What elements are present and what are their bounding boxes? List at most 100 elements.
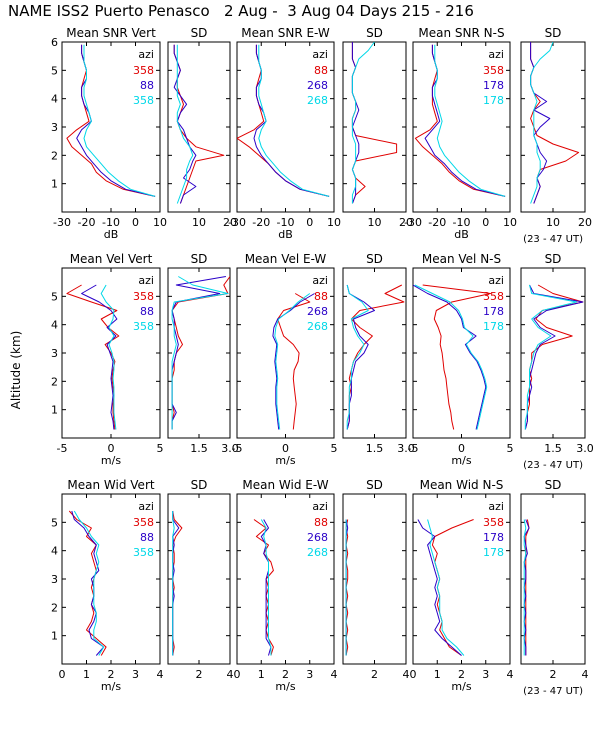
series-line-88-1 [81, 284, 118, 430]
x-tick-label: 2 [371, 668, 378, 681]
x-tick-label: 2 [108, 668, 115, 681]
x-tick-label: 1.5 [544, 442, 562, 455]
y-tick-label: 1 [51, 404, 58, 417]
x-axis-label: dB [454, 228, 469, 241]
x-tick-label: 10 [153, 216, 167, 229]
x-tick-label: 10 [503, 216, 517, 229]
legend-entry-358: 358 [133, 516, 154, 529]
x-tick-label: 2 [458, 668, 465, 681]
series-line-178-2 [524, 284, 577, 430]
x-tick-label: -30 [228, 216, 246, 229]
series-line-358-2 [100, 284, 117, 430]
x-axis-label: m/s [451, 680, 471, 693]
x-tick-label: 0 [132, 216, 139, 229]
x-tick-label: 1.5 [190, 442, 208, 455]
y-tick-label: 5 [51, 516, 58, 529]
series-line-268-2 [258, 44, 330, 197]
legend-title: azi [138, 48, 154, 61]
panel-2-5: SD 2 4 (23 - 47 UT) [520, 478, 589, 697]
legend-entry-178: 178 [483, 546, 504, 559]
series-line-268-2 [260, 519, 272, 656]
panel-title: SD [191, 252, 208, 266]
x-tick-label: 4 [507, 668, 514, 681]
legend-entry-88: 88 [314, 290, 328, 303]
series-line-268-2 [346, 284, 369, 430]
x-tick-label: -5 [232, 442, 243, 455]
x-tick-label: 0 [108, 442, 115, 455]
x-tick-label: -10 [453, 216, 471, 229]
legend-entry-268: 268 [307, 531, 328, 544]
series-line-88-1 [171, 276, 226, 430]
x-tick-label: 5 [157, 442, 164, 455]
panel-0-1: SD 10 20 [167, 26, 237, 229]
series-line-358-2 [171, 276, 229, 430]
legend-entry-358: 358 [483, 290, 504, 303]
legend-entry-358: 358 [133, 64, 154, 77]
x-tick-label: 4 [331, 668, 338, 681]
y-tick-label: 3 [51, 347, 58, 360]
legend-title: azi [488, 500, 504, 513]
x-tick-label: 3 [482, 668, 489, 681]
series-line-178-1 [413, 284, 487, 430]
legend-entry-358: 358 [133, 546, 154, 559]
legend-entry-268: 268 [307, 320, 328, 333]
legend-entry-268: 268 [307, 94, 328, 107]
x-tick-label: 10 [327, 216, 341, 229]
panel-0-4: Mean SNR N-S -30 -20 -10 0 10 dB azi 358 178 178 [404, 26, 517, 241]
series-line-358-0 [524, 284, 584, 430]
ut-range-note: (23 - 47 UT) [523, 234, 583, 245]
series-line-268-2 [351, 42, 375, 204]
legend-title: azi [488, 48, 504, 61]
y-tick-label: 3 [51, 121, 58, 134]
panel-frame [167, 493, 231, 665]
legend-entry-88: 88 [140, 305, 154, 318]
panel-0-0: Mean SNR Vert -30 -20 -10 0 10 dB 1 2 3 4 5 6 azi 358 8… [51, 26, 167, 241]
x-tick-label: 10 [192, 216, 206, 229]
x-tick-label: -10 [277, 216, 295, 229]
legend-entry-268: 268 [307, 305, 328, 318]
panel-title: Mean SNR E-W [241, 26, 330, 40]
panel-1-1: SD 1.5 3.0 [167, 252, 239, 455]
series-line-88-0 [277, 293, 311, 430]
legend-entry-178: 178 [483, 94, 504, 107]
legend-title: azi [312, 274, 328, 287]
panel-title: SD [366, 252, 383, 266]
ut-range-note: (23 - 47 UT) [523, 686, 583, 697]
x-tick-label: 0 [306, 216, 313, 229]
legend-title: azi [138, 500, 154, 513]
x-tick-label: 5 [507, 442, 514, 455]
x-tick-label: 3 [132, 668, 139, 681]
legend-entry-178: 178 [483, 320, 504, 333]
legend-title: azi [138, 274, 154, 287]
panel-0-5: SD 10 20 (23 - 47 UT) [520, 26, 592, 245]
panel-title: Mean SNR N-S [418, 26, 504, 40]
x-tick-label: 3.0 [576, 442, 594, 455]
legend-entry-268: 268 [307, 79, 328, 92]
legend-title: azi [488, 274, 504, 287]
series-line-358-2 [172, 511, 175, 656]
panel-1-3: SD 1.5 3.0 [342, 252, 415, 455]
y-tick-label: 1 [51, 178, 58, 191]
panel-title: SD [545, 478, 562, 492]
panel-title: Mean SNR Vert [66, 26, 156, 40]
series-line-358-0 [525, 519, 530, 656]
series-line-178-2 [434, 44, 506, 197]
panel-title: SD [366, 478, 383, 492]
panel-2-4: Mean Wid N-S 0 1 2 3 4 m/s azi 358 178 178 [410, 478, 514, 693]
legend-title: azi [312, 48, 328, 61]
series-line-358-2 [73, 510, 105, 656]
x-tick-label: -5 [57, 442, 68, 455]
x-tick-label: 2 [282, 668, 289, 681]
x-tick-label: 0 [282, 442, 289, 455]
panel-1-0: Mean Vel Vert -5 0 5 m/s 1 2 3 4 5 azi 358 88 358 [51, 252, 164, 467]
series-line-178-1 [523, 519, 530, 656]
legend-entry-88: 88 [314, 64, 328, 77]
panel-title: Mean Wid N-S [420, 478, 504, 492]
legend-entry-88: 88 [140, 531, 154, 544]
x-axis-label: m/s [275, 454, 295, 467]
panel-2-0: Mean Wid Vert 0 1 2 3 4 m/s 1 2 3 4 5 azi 358 88 358 [51, 478, 164, 693]
x-axis-label: dB [104, 228, 119, 241]
panel-title: Mean Vel E-W [245, 252, 327, 266]
x-tick-label: -20 [78, 216, 96, 229]
